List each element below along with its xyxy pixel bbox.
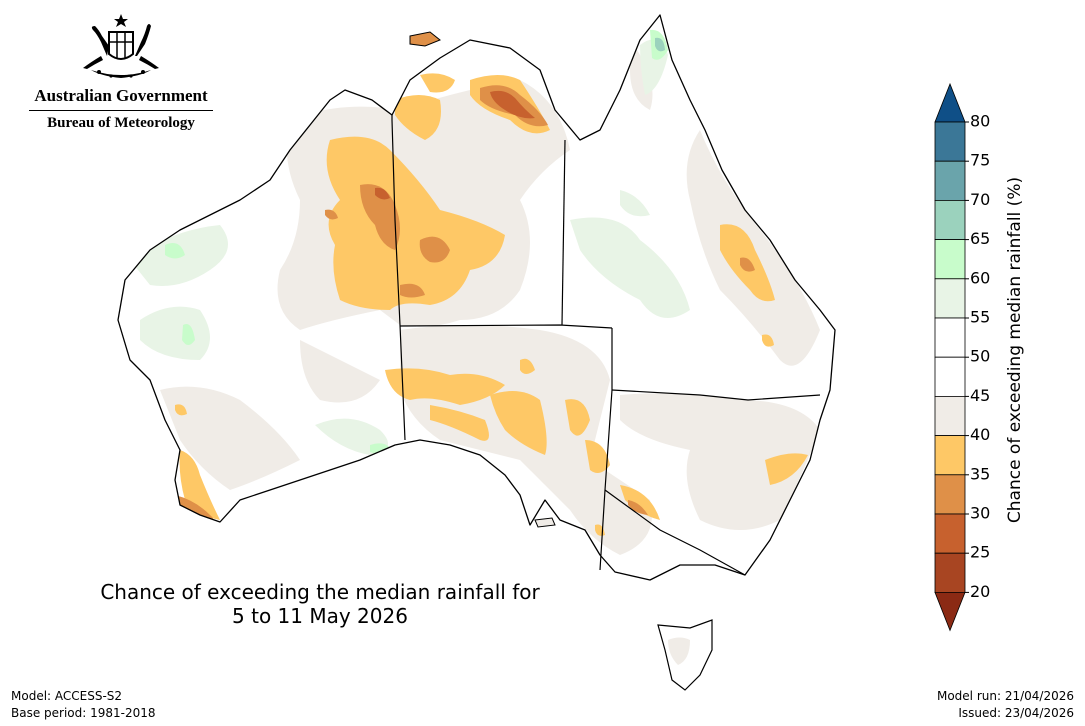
tasmania-shading: [668, 637, 690, 665]
coat-of-arms-icon: [83, 14, 159, 78]
colorbar-bin: [934, 474, 966, 515]
map-title-line2: 5 to 11 May 2026: [232, 604, 408, 628]
border-sa-qld-nsw: [599, 328, 613, 571]
colorbar-legend: 80 75 70 65 60 55 50 45 40 35 30 25 20 Chance of exc…: [934, 82, 1025, 632]
org-divider: [29, 110, 213, 111]
colorbar-bin: [934, 278, 966, 319]
colorbar-bin: [934, 513, 966, 554]
kangaroo-island: [534, 517, 556, 528]
melville-island: [409, 31, 441, 47]
coastline: [117, 14, 836, 581]
colorbar-bin: [934, 592, 966, 632]
border-nsw-vic: [604, 489, 746, 576]
colorbar-tick-label: 50: [970, 347, 990, 366]
colorbar-bin: [934, 552, 966, 593]
colorbar-tick-label: 80: [970, 112, 990, 131]
footer-left: Model: ACCESS-S2 Base period: 1981-2018: [11, 688, 156, 722]
colorbar-bin: [934, 82, 966, 123]
base-period: Base period: 1981-2018: [11, 706, 156, 720]
colorbar-bin: [934, 160, 966, 201]
colorbar-tick-label: 20: [970, 582, 990, 601]
colorbar-tick-label: 75: [970, 151, 990, 170]
colorbar-tick-label: 40: [970, 425, 990, 444]
border-qld-nsw: [611, 389, 821, 401]
legend-title: Chance of exceeding median rainfall (%): [1005, 177, 1025, 523]
bom-logo: Australian Government Bureau of Meteorol…: [26, 12, 216, 132]
probability-shading: [130, 29, 820, 555]
colorbar-bins: [934, 82, 966, 632]
model-run: Model run: 21/04/2026: [936, 689, 1074, 703]
colorbar-bin: [934, 356, 966, 397]
org-line-1: Australian Government: [34, 86, 208, 105]
colorbar-tick-label: 25: [970, 543, 990, 562]
colorbar-bin: [934, 317, 966, 358]
colorbar-ticks: 80 75 70 65 60 55 50 45 40 35 30 25 20: [965, 112, 990, 601]
colorbar-tick-label: 70: [970, 190, 990, 209]
colorbar-tick-label: 60: [970, 268, 990, 287]
colorbar-tick-label: 30: [970, 504, 990, 523]
colorbar-bin: [934, 239, 966, 280]
zone-65-70: [655, 37, 665, 52]
border-nt-sa: [399, 324, 613, 329]
issued-date: Issued: 23/04/2026: [958, 706, 1074, 720]
border-nt-qld: [561, 139, 566, 326]
border-wa: [391, 115, 406, 441]
footer-right: Model run: 21/04/2026 Issued: 23/04/2026: [937, 688, 1074, 722]
state-borders: [391, 115, 821, 576]
colorbar-tick-label: 55: [970, 308, 990, 327]
map-title: Chance of exceeding the median rainfall …: [60, 580, 580, 628]
colorbar-bin: [934, 121, 966, 162]
colorbar-tick-label: 35: [970, 464, 990, 483]
map-title-line1: Chance of exceeding the median rainfall …: [100, 580, 540, 604]
colorbar-tick-label: 65: [970, 229, 990, 248]
org-line-2: Bureau of Meteorology: [47, 115, 195, 131]
colorbar-tick-label: 45: [970, 386, 990, 405]
model-name: Model: ACCESS-S2: [11, 689, 123, 703]
colorbar-bin: [934, 435, 966, 476]
zone-25-30: [375, 90, 535, 200]
colorbar-bin: [934, 200, 966, 241]
colorbar-bin: [934, 395, 966, 436]
